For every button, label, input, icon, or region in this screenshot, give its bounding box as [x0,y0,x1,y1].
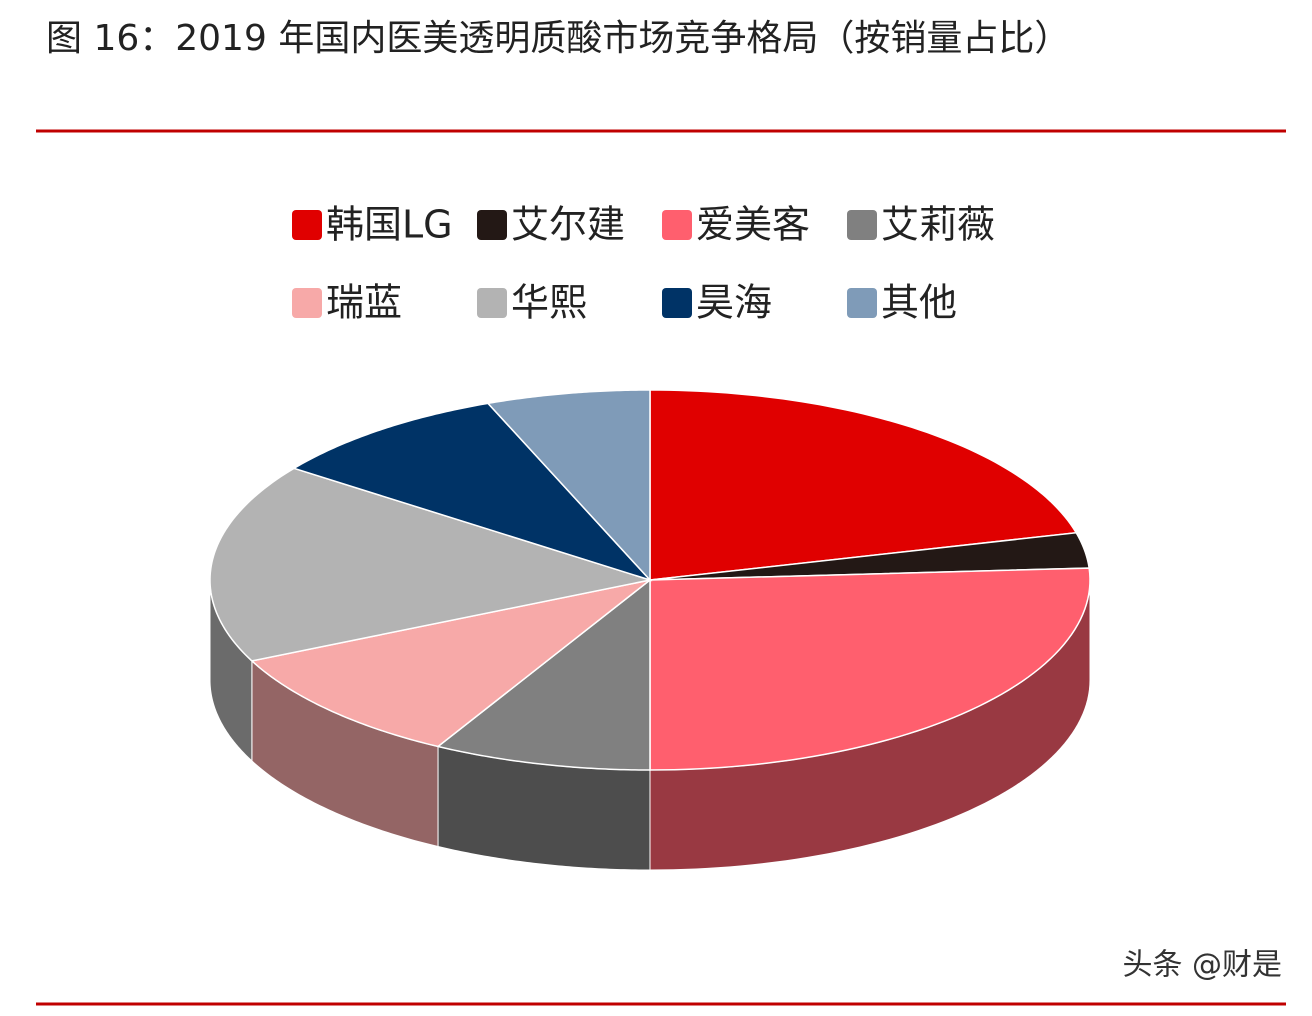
legend-label: 华熙 [511,281,587,325]
legend-label: 昊海 [696,281,772,325]
chart-title: 图 16：2019 年国内医美透明质酸市场竞争格局（按销量占比） [46,18,1070,59]
legend-swatch [292,210,322,240]
legend-swatch [477,288,507,318]
legend-swatch [662,288,692,318]
pie-slice [209,467,651,662]
legend-label: 艾尔建 [511,203,625,247]
pie-slice [649,567,1091,771]
legend-label: 瑞蓝 [326,281,402,325]
legend-label: 韩国LG [326,203,453,247]
pie-slice [649,531,1090,581]
pie-slice [292,402,653,582]
watermark: 头条 @财是 [1122,948,1282,983]
legend-swatch [847,210,877,240]
legend-swatch [847,288,877,318]
legend-label: 其他 [881,281,957,325]
pie-slice [250,579,651,748]
legend-swatch [292,288,322,318]
pie-sides [209,579,1091,871]
pie-slice [486,389,651,582]
pie-tops [209,389,1091,771]
pie-slice [649,389,1078,581]
legend-swatch [662,210,692,240]
legend-label: 艾莉薇 [881,203,995,247]
pie-slice [436,578,651,771]
legend-swatch [477,210,507,240]
legend-label: 爱美客 [696,203,810,247]
